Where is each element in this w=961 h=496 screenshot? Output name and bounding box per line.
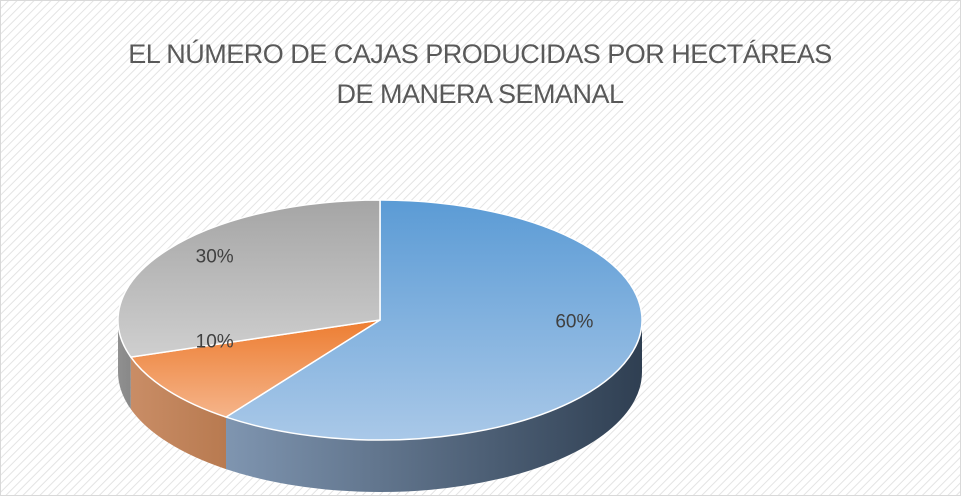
pie-slice bbox=[129, 319, 381, 418]
data-label: 30% bbox=[196, 247, 234, 268]
chart-title: EL NÚMERO DE CAJAS PRODUCIDAS POR HECTÁR… bbox=[128, 39, 832, 109]
pie-slice-side bbox=[130, 357, 227, 470]
pie-slice-side bbox=[118, 320, 131, 410]
data-label: 60% bbox=[555, 311, 593, 332]
pie-slice bbox=[224, 199, 643, 441]
pie: 60% 10% 30% bbox=[117, 199, 643, 492]
pie-slice bbox=[117, 199, 381, 358]
pie-slice-side bbox=[226, 320, 643, 492]
data-label: 10% bbox=[196, 331, 234, 352]
